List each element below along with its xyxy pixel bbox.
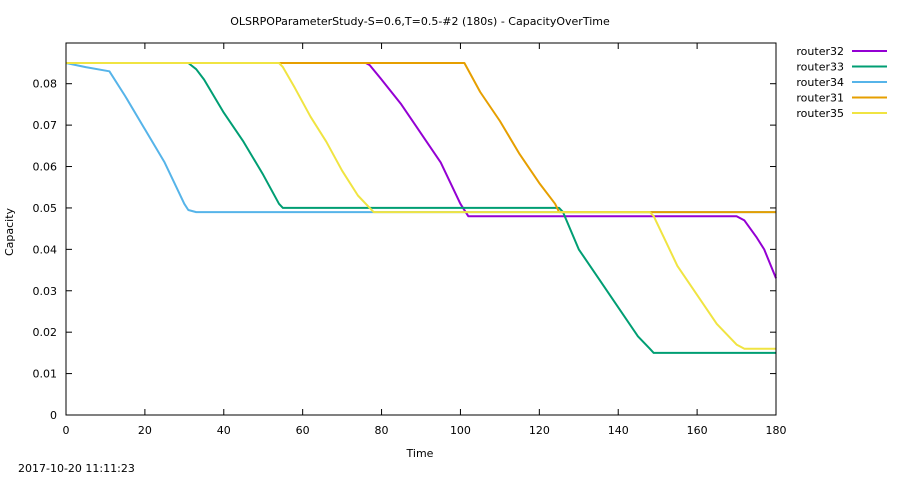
legend-label-router35: router35 — [796, 107, 844, 120]
x-tick-label: 180 — [766, 424, 787, 437]
chart-title: OLSRPOParameterStudy-S=0.6,T=0.5-#2 (180… — [230, 15, 610, 28]
y-axis-label: Capacity — [3, 207, 16, 256]
y-tick-label: 0.01 — [33, 368, 58, 381]
plot-frame — [65, 42, 777, 416]
y-tick-label: 0.07 — [33, 119, 58, 132]
y-tick-label: 0 — [50, 409, 57, 422]
legend-label-router31: router31 — [796, 92, 844, 105]
x-tick-label: 40 — [217, 424, 231, 437]
series-line-router32 — [66, 62, 777, 279]
y-tick-label: 0.06 — [33, 161, 58, 174]
legend-label-router34: router34 — [796, 76, 844, 89]
legend-label-router32: router32 — [796, 45, 844, 58]
legend: router32 router33 router34 router31 router35 — [796, 45, 887, 120]
y-tick-label: 0.02 — [33, 326, 58, 339]
y-tick-label: 0.08 — [33, 78, 58, 91]
x-tick-label: 20 — [138, 424, 152, 437]
x-tick-label: 80 — [375, 424, 389, 437]
series-line-router35 — [66, 62, 776, 350]
x-tick-label: 120 — [529, 424, 550, 437]
x-tick-label: 140 — [608, 424, 629, 437]
x-tick-label: 160 — [687, 424, 708, 437]
series-lines — [65, 62, 777, 354]
x-tick-label: 100 — [450, 424, 471, 437]
timestamp: 2017-10-20 11:11:23 — [18, 462, 135, 475]
legend-label-router33: router33 — [796, 61, 844, 74]
y-tick-label: 0.03 — [33, 285, 58, 298]
series-line-router31 — [66, 62, 776, 214]
x-axis-label: Time — [406, 447, 434, 460]
series-line-router34 — [65, 62, 776, 214]
series-line-router33 — [66, 62, 776, 354]
y-tick-label: 0.04 — [33, 243, 58, 256]
y-tick-label: 0.05 — [33, 202, 58, 215]
axis-ticks: 0 20 40 60 80 100 120 140 160 180 0 0.01 0.02 0.03 0.0… — [33, 43, 787, 437]
x-tick-label: 60 — [296, 424, 310, 437]
x-tick-label: 0 — [63, 424, 70, 437]
